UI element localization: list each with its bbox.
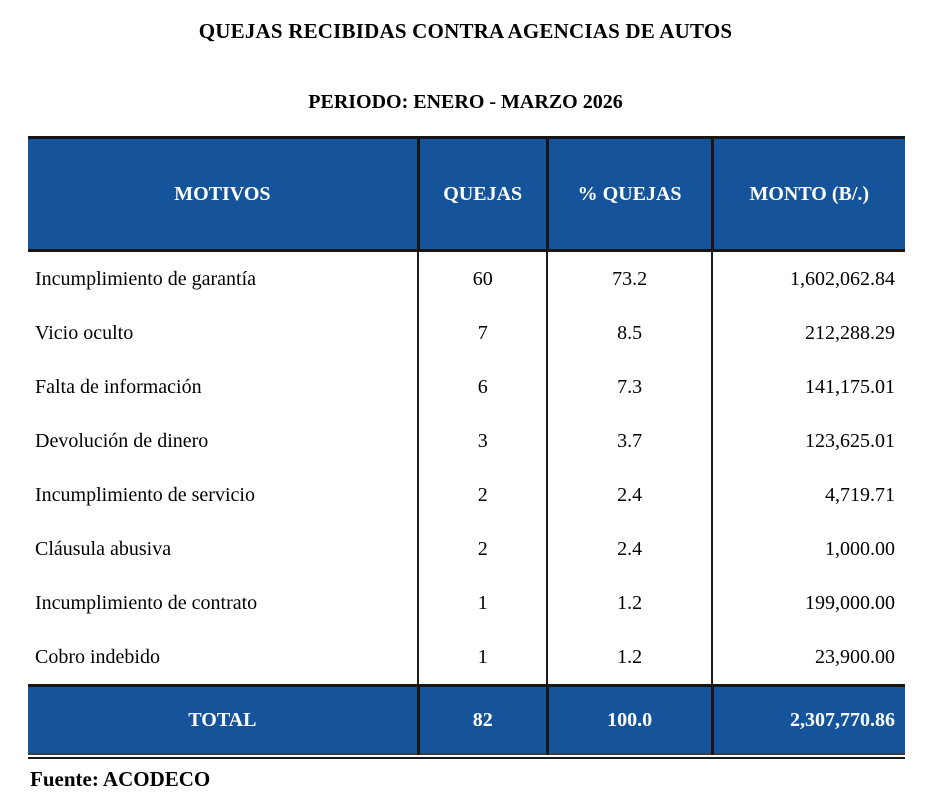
- cell-motivo: Incumplimiento de garantía: [28, 250, 419, 306]
- cell-pct-quejas: 3.7: [546, 414, 713, 468]
- total-pct-quejas: 100.0: [545, 684, 713, 755]
- complaints-table: MOTIVOS QUEJAS % QUEJAS MONTO (B/.) Incu…: [28, 136, 905, 755]
- cell-quejas: 1: [417, 576, 548, 630]
- cell-pct-quejas: 73.2: [546, 250, 713, 306]
- column-header-pct-quejas: % QUEJAS: [545, 136, 713, 252]
- table-row: Vicio oculto 7 8.5 212,288.29: [28, 306, 905, 360]
- cell-motivo: Cobro indebido: [28, 630, 419, 686]
- cell-quejas: 3: [417, 414, 548, 468]
- table-row: Falta de información 6 7.3 141,175.01: [28, 360, 905, 414]
- table-row: Cláusula abusiva 2 2.4 1,000.00: [28, 522, 905, 576]
- cell-monto: 212,288.29: [711, 306, 905, 360]
- total-label: TOTAL: [28, 684, 419, 755]
- cell-monto: 141,175.01: [711, 360, 905, 414]
- cell-monto: 1,000.00: [711, 522, 905, 576]
- cell-monto: 4,719.71: [711, 468, 905, 522]
- table-row: Incumplimiento de contrato 1 1.2 199,000…: [28, 576, 905, 630]
- complaints-table-wrap: MOTIVOS QUEJAS % QUEJAS MONTO (B/.) Incu…: [28, 136, 905, 759]
- cell-motivo: Devolución de dinero: [28, 414, 419, 468]
- cell-motivo: Incumplimiento de servicio: [28, 468, 419, 522]
- table-row: Incumplimiento de servicio 2 2.4 4,719.7…: [28, 468, 905, 522]
- table-header-row: MOTIVOS QUEJAS % QUEJAS MONTO (B/.): [28, 136, 905, 252]
- cell-pct-quejas: 7.3: [546, 360, 713, 414]
- total-monto: 2,307,770.86: [710, 684, 905, 755]
- cell-monto: 123,625.01: [711, 414, 905, 468]
- page-subtitle: PERIODO: ENERO - MARZO 2026: [308, 91, 623, 113]
- cell-quejas: 2: [417, 522, 548, 576]
- cell-monto: 1,602,062.84: [711, 250, 905, 306]
- cell-motivo: Falta de información: [28, 360, 419, 414]
- column-header-quejas: QUEJAS: [416, 136, 548, 252]
- table-row: Incumplimiento de garantía 60 73.2 1,602…: [28, 250, 905, 306]
- cell-motivo: Incumplimiento de contrato: [28, 576, 419, 630]
- cell-quejas: 6: [417, 360, 548, 414]
- cell-quejas: 7: [417, 306, 548, 360]
- table-row: Devolución de dinero 3 3.7 123,625.01: [28, 414, 905, 468]
- table-row: Cobro indebido 1 1.2 23,900.00: [28, 630, 905, 686]
- cell-pct-quejas: 2.4: [546, 522, 713, 576]
- cell-quejas: 2: [417, 468, 548, 522]
- page-title: QUEJAS RECIBIDAS CONTRA AGENCIAS DE AUTO…: [198, 19, 733, 43]
- table-total-row: TOTAL 82 100.0 2,307,770.86: [28, 684, 905, 755]
- cell-quejas: 60: [417, 250, 548, 306]
- total-quejas: 82: [416, 684, 548, 755]
- column-header-monto: MONTO (B/.): [710, 136, 905, 252]
- cell-pct-quejas: 8.5: [546, 306, 713, 360]
- cell-pct-quejas: 1.2: [546, 576, 713, 630]
- cell-motivo: Vicio oculto: [28, 306, 419, 360]
- cell-pct-quejas: 1.2: [546, 630, 713, 686]
- cell-monto: 199,000.00: [711, 576, 905, 630]
- cell-monto: 23,900.00: [711, 630, 905, 686]
- cell-pct-quejas: 2.4: [546, 468, 713, 522]
- cell-quejas: 1: [417, 630, 548, 686]
- cell-motivo: Cláusula abusiva: [28, 522, 419, 576]
- column-header-motivos: MOTIVOS: [28, 136, 419, 252]
- source-note: Fuente: ACODECO: [30, 767, 211, 791]
